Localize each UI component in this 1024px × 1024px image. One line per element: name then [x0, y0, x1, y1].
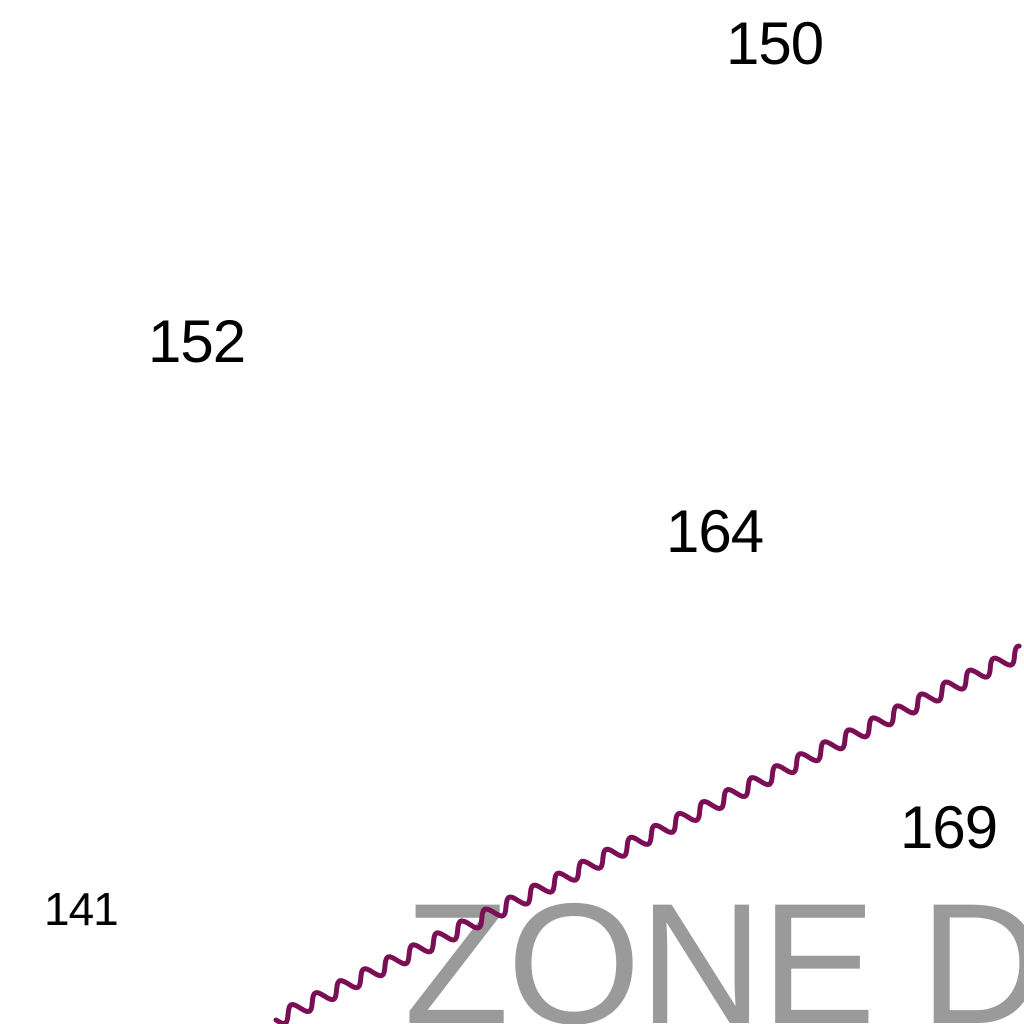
depth-sounding-164: 164: [666, 498, 764, 565]
depth-sounding-152: 152: [148, 308, 246, 375]
depth-sounding-150: 150: [726, 10, 824, 77]
zone-label: ZONE DI: [404, 868, 1024, 1024]
depth-sounding-169: 169: [900, 794, 998, 861]
depth-sounding-141: 141: [44, 883, 119, 935]
